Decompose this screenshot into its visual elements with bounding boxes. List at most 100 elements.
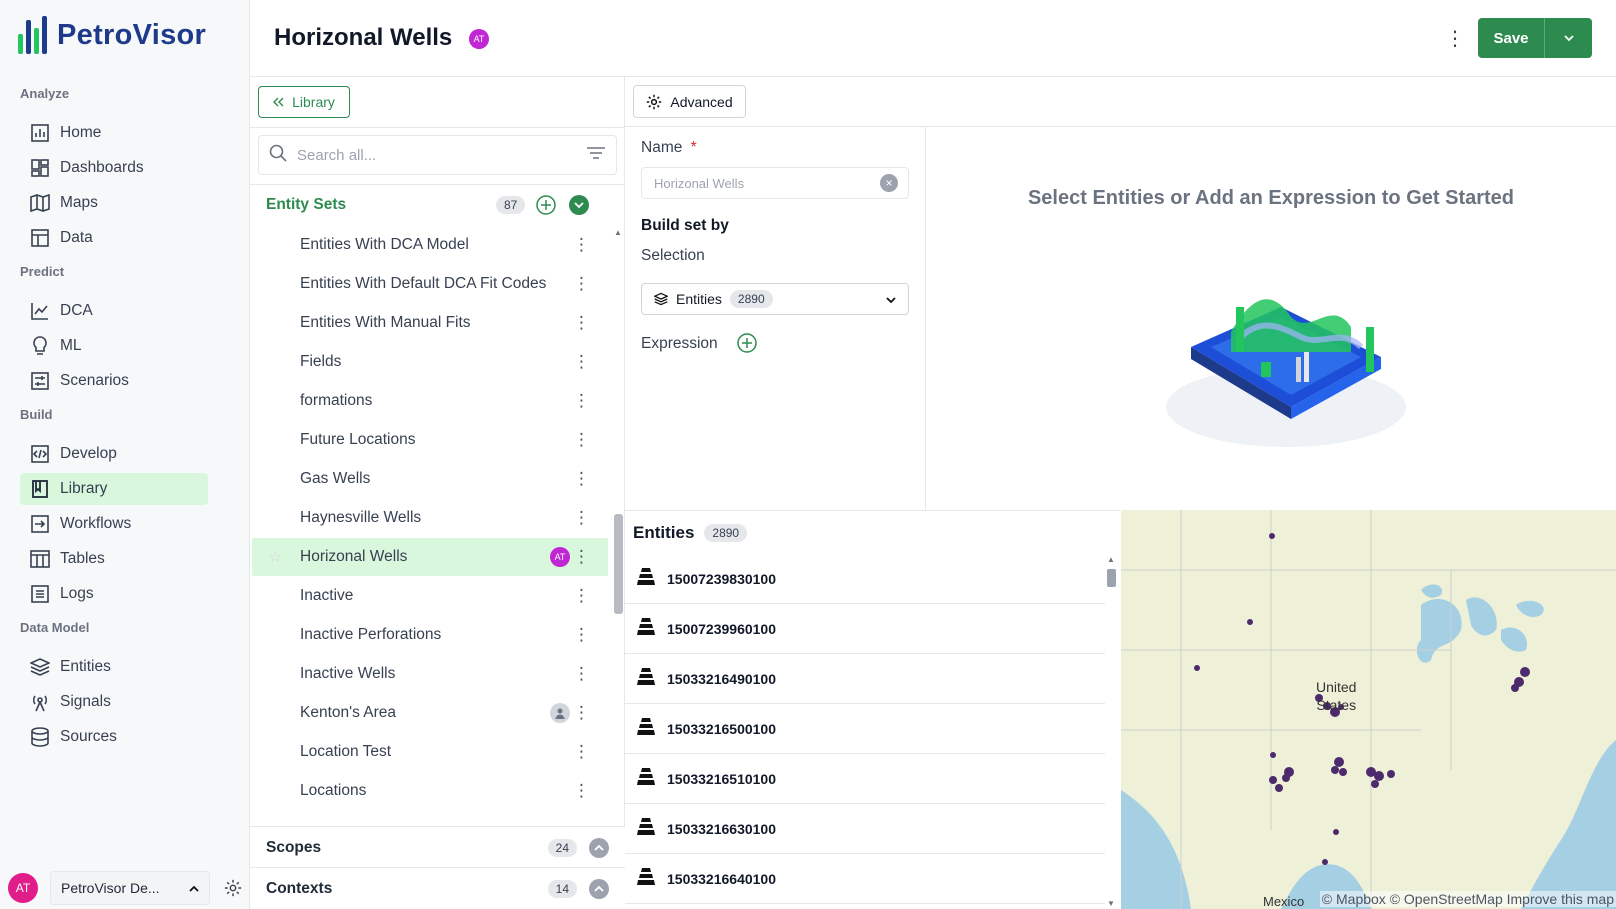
nav-item-library[interactable]: Library (20, 473, 208, 505)
workspace-select[interactable]: PetroVisor De... (50, 871, 210, 905)
code-icon (30, 444, 50, 464)
contexts-section-header[interactable]: Contexts 14 (250, 867, 625, 909)
list-item[interactable]: Inactive Perforations ⋮ (252, 616, 608, 654)
name-input[interactable]: Horizonal Wells × (641, 167, 909, 199)
scopes-count: 24 (547, 838, 577, 857)
nav-item-entities[interactable]: Entities (20, 651, 208, 683)
table-row[interactable]: 15033216510100 (625, 754, 1105, 804)
list-item[interactable]: Entities With Manual Fits ⋮ (252, 304, 608, 342)
nav-item-ml[interactable]: ML (20, 330, 208, 362)
entities-select[interactable]: Entities 2890 (641, 283, 909, 315)
scrollbar-thumb[interactable] (1107, 569, 1116, 587)
entities-panel: Entities 2890 15007239830100 15007239960… (625, 510, 1120, 909)
nav-item-signals[interactable]: Signals (20, 686, 208, 718)
save-button[interactable]: Save (1493, 29, 1529, 47)
nav-label: Logs (60, 585, 94, 602)
row-menu-icon[interactable]: ⋮ (573, 469, 590, 488)
library-back-button[interactable]: Library (258, 86, 350, 118)
row-menu-icon[interactable]: ⋮ (573, 742, 590, 761)
row-menu-icon[interactable]: ⋮ (573, 313, 590, 332)
table-row[interactable]: 15033216630100 (625, 804, 1105, 854)
row-menu-icon[interactable]: ⋮ (573, 274, 590, 293)
add-entity-set-icon[interactable] (536, 194, 556, 215)
list-item-label: Entities With Manual Fits (300, 314, 471, 331)
nav-item-sources[interactable]: Sources (20, 721, 208, 753)
expand-chevron-icon[interactable] (589, 878, 609, 899)
well-icon (637, 617, 655, 640)
list-item[interactable]: Location Test ⋮ (252, 733, 608, 771)
row-menu-icon[interactable]: ⋮ (573, 703, 590, 722)
list-item[interactable]: Gas Wells ⋮ (252, 460, 608, 498)
nav-item-tables[interactable]: Tables (20, 543, 208, 575)
row-menu-icon[interactable]: ⋮ (573, 664, 590, 683)
clear-icon[interactable]: × (880, 174, 898, 192)
scroll-up-arrow-icon[interactable]: ▲ (614, 228, 622, 237)
contexts-count: 14 (547, 879, 577, 898)
row-menu-icon[interactable]: ⋮ (573, 508, 590, 527)
list-item[interactable]: Locations ⋮ (252, 772, 608, 810)
row-menu-icon[interactable]: ⋮ (573, 430, 590, 449)
entity-sets-header[interactable]: Entity Sets 87 (250, 184, 625, 224)
search-input[interactable]: Search all... (258, 135, 617, 175)
map-attribution[interactable]: © Mapbox © OpenStreetMap Improve this ma… (1319, 891, 1616, 907)
scroll-down-arrow-icon[interactable]: ▼ (1107, 899, 1115, 908)
table-row[interactable]: 15033216490100 (625, 654, 1105, 704)
table-row[interactable]: 15007239830100 (625, 554, 1105, 604)
list-item[interactable]: Kenton's Area ⋮ (252, 694, 608, 732)
row-menu-icon[interactable]: ⋮ (573, 547, 590, 566)
tables-icon (30, 549, 50, 569)
nav-item-data[interactable]: Data (20, 222, 208, 254)
add-expression-icon[interactable] (737, 333, 757, 353)
entity-id: 15033216490100 (667, 670, 777, 687)
entities-scrollbar[interactable]: ▲ ▼ (1104, 555, 1118, 909)
nav-item-scenarios[interactable]: Scenarios (20, 365, 208, 397)
nav-item-maps[interactable]: Maps (20, 187, 208, 219)
scroll-up-arrow-icon[interactable]: ▲ (1107, 555, 1115, 564)
lightbulb-icon (30, 336, 50, 356)
nav-item-home[interactable]: Home (20, 117, 208, 149)
list-item[interactable]: formations ⋮ (252, 382, 608, 420)
nav-item-dashboards[interactable]: Dashboards (20, 152, 208, 184)
nav-item-develop[interactable]: Develop (20, 438, 208, 470)
row-menu-icon[interactable]: ⋮ (573, 781, 590, 800)
collapse-chevron-icon[interactable] (569, 194, 589, 215)
expand-chevron-icon[interactable] (589, 837, 609, 858)
save-dropdown-chevron-icon[interactable] (1544, 18, 1592, 58)
list-item[interactable]: Future Locations ⋮ (252, 421, 608, 459)
list-item[interactable]: Entities With DCA Model ⋮ (252, 226, 608, 264)
list-item[interactable]: Inactive ⋮ (252, 577, 608, 615)
table-row[interactable]: 15007239960100 (625, 604, 1105, 654)
list-item[interactable]: Entities With Default DCA Fit Codes ⋮ (252, 265, 608, 303)
scopes-section-header[interactable]: Scopes 24 (250, 826, 625, 868)
table-row[interactable]: 15033216640100 (625, 854, 1105, 904)
row-menu-icon[interactable]: ⋮ (573, 235, 590, 254)
list-item[interactable]: Haynesville Wells ⋮ (252, 499, 608, 537)
nav-item-logs[interactable]: Logs (20, 578, 208, 610)
owner-badge: AT (469, 29, 489, 49)
scrollbar-thumb[interactable] (614, 514, 623, 614)
user-avatar[interactable]: AT (8, 873, 38, 903)
row-menu-icon[interactable]: ⋮ (573, 625, 590, 644)
advanced-button[interactable]: Advanced (633, 85, 746, 118)
nav-item-dca[interactable]: DCA (20, 295, 208, 327)
list-item-selected[interactable]: ☆ Horizonal Wells AT ⋮ (252, 538, 608, 576)
chevron-up-icon (189, 880, 199, 896)
list-item[interactable]: Fields ⋮ (252, 343, 608, 381)
brand-logo[interactable]: PetroVisor (18, 16, 206, 54)
star-icon[interactable]: ☆ (268, 549, 283, 566)
row-menu-icon[interactable]: ⋮ (573, 586, 590, 605)
wells-map[interactable]: United States Mexico © Mapbox © OpenStree… (1121, 510, 1616, 909)
filter-icon[interactable] (586, 146, 606, 164)
list-item-label: Kenton's Area (300, 704, 397, 721)
nav-section-predict: Predict (20, 264, 65, 279)
row-menu-icon[interactable]: ⋮ (573, 391, 590, 410)
row-menu-icon[interactable]: ⋮ (573, 352, 590, 371)
more-options-icon[interactable]: ⋮ (1445, 27, 1465, 50)
map-country-label: United States (1316, 679, 1357, 713)
list-item[interactable]: Inactive Wells ⋮ (252, 655, 608, 693)
nav-item-workflows[interactable]: Workflows (20, 508, 208, 540)
table-row[interactable]: 15033216500100 (625, 704, 1105, 754)
list-item-label: Location Test (300, 743, 392, 760)
list-scrollbar[interactable]: ▲ ▼ (612, 224, 623, 902)
settings-gear-icon[interactable] (224, 879, 242, 897)
